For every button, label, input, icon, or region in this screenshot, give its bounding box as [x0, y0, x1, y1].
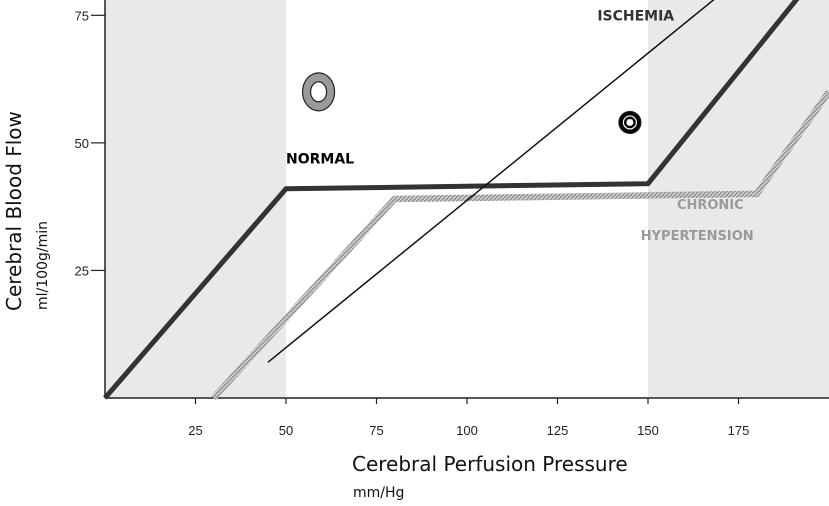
y-tick-label-75: 75	[75, 8, 89, 23]
series-chronic-hypertension	[211, 89, 829, 401]
y-tick-label-50: 50	[75, 136, 89, 151]
constricted-vessel-icon	[618, 110, 642, 135]
normal-vessel-icon	[301, 72, 336, 112]
x-tick-label-50: 50	[279, 423, 293, 438]
y-axis-title: Cerebral Blood Flow	[2, 111, 26, 311]
x-tick-label-125: 125	[547, 423, 569, 438]
x-tick-label-75: 75	[369, 423, 383, 438]
normal-vessel-icon-lumen	[309, 81, 328, 103]
series-normal	[103, 0, 800, 400]
annotation-chronic: CHRONIC	[677, 198, 744, 213]
shaded-region-1	[105, 0, 286, 398]
annotation-hypertension: HYPERTENSION	[641, 229, 754, 244]
x-axis-title: Cerebral Perfusion Pressure	[352, 452, 628, 476]
constricted-vessel-icon-ring	[622, 115, 638, 130]
x-tick-label-25: 25	[188, 423, 202, 438]
y-axis-unit: ml/100g/min	[35, 221, 51, 310]
series-ischemia	[267, 0, 715, 363]
x-tick-label-150: 150	[637, 423, 659, 438]
annotation-normal: NORMAL	[286, 151, 354, 167]
y-tick-label-25: 25	[75, 263, 89, 278]
constricted-vessel-icon-lumen	[626, 118, 634, 126]
x-tick-label-175: 175	[728, 423, 750, 438]
x-tick-label-100: 100	[456, 423, 478, 438]
annotation-ischemia: ISCHEMIA	[597, 8, 674, 24]
x-axis-unit: mm/Hg	[353, 485, 404, 501]
shaded-region-2	[648, 0, 829, 398]
